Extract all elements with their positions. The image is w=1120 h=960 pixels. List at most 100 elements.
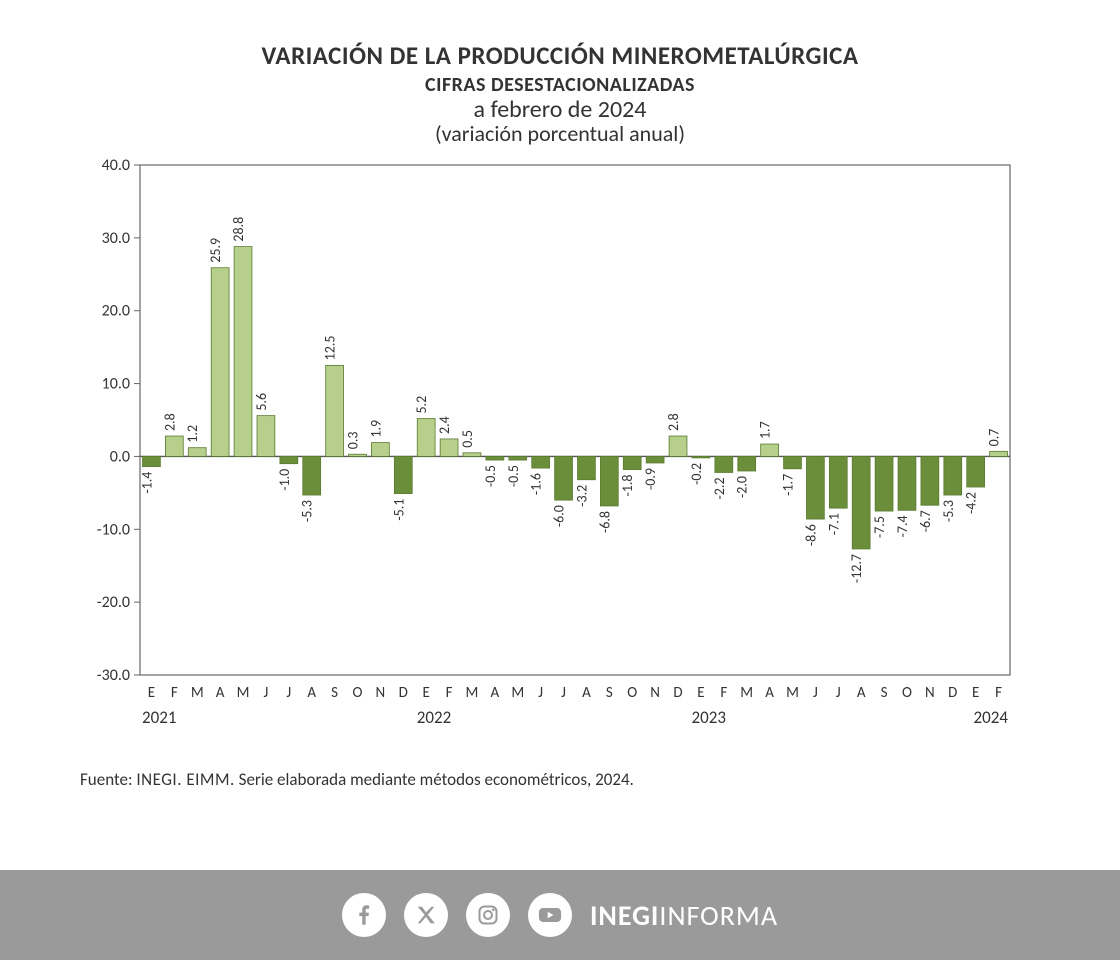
svg-text:A: A <box>765 684 774 702</box>
footer-bar: INEGIINFORMA <box>0 870 1120 960</box>
svg-text:-3.2: -3.2 <box>573 485 590 507</box>
footer-brand-light: INFORMA <box>659 898 778 933</box>
bar-chart: -30.0-20.0-10.00.010.020.030.040.0-1.42.… <box>80 155 1040 765</box>
source-prefix: Fuente: <box>80 769 136 790</box>
svg-text:2023: 2023 <box>691 707 725 728</box>
svg-text:-0.5: -0.5 <box>482 465 499 487</box>
chart-title-2: CIFRAS DESESTACIONALIZADAS <box>0 73 1120 97</box>
youtube-icon[interactable] <box>528 893 572 937</box>
svg-text:-6.7: -6.7 <box>917 510 934 532</box>
svg-text:A: A <box>307 684 316 702</box>
svg-text:-2.2: -2.2 <box>711 477 728 499</box>
svg-text:-1.7: -1.7 <box>780 474 797 496</box>
svg-text:J: J <box>264 684 269 702</box>
x-icon[interactable] <box>404 893 448 937</box>
svg-text:2022: 2022 <box>417 707 451 728</box>
svg-text:-7.4: -7.4 <box>894 515 911 537</box>
footer-brand: INEGIINFORMA <box>590 898 778 933</box>
svg-text:-1.6: -1.6 <box>528 473 545 495</box>
svg-text:-1.0: -1.0 <box>276 469 293 491</box>
svg-text:-7.1: -7.1 <box>825 513 842 535</box>
svg-text:M: M <box>511 684 524 702</box>
svg-text:E: E <box>148 684 155 702</box>
svg-text:30.0: 30.0 <box>102 229 130 248</box>
facebook-icon[interactable] <box>342 893 386 937</box>
svg-text:-6.0: -6.0 <box>551 505 568 527</box>
svg-text:5.6: 5.6 <box>253 393 270 411</box>
svg-text:D: D <box>673 684 682 702</box>
svg-text:S: S <box>606 684 613 702</box>
svg-text:-4.2: -4.2 <box>963 492 980 514</box>
svg-text:20.0: 20.0 <box>102 302 130 321</box>
svg-text:N: N <box>650 684 660 702</box>
svg-text:F: F <box>171 684 178 702</box>
svg-text:-5.3: -5.3 <box>299 500 316 522</box>
svg-text:F: F <box>720 684 727 702</box>
svg-text:M: M <box>191 684 204 702</box>
svg-text:S: S <box>331 684 338 702</box>
svg-text:A: A <box>857 684 866 702</box>
svg-text:-30.0: -30.0 <box>97 666 130 685</box>
svg-text:0.0: 0.0 <box>110 447 130 466</box>
svg-text:-2.0: -2.0 <box>734 476 751 498</box>
chart-title-4: (variación porcentual anual) <box>0 120 1120 147</box>
svg-text:2021: 2021 <box>142 707 176 728</box>
svg-text:M: M <box>466 684 479 702</box>
svg-text:S: S <box>881 684 888 702</box>
svg-text:1.9: 1.9 <box>367 420 384 438</box>
svg-text:-1.4: -1.4 <box>138 472 155 494</box>
svg-text:J: J <box>836 684 841 702</box>
svg-text:F: F <box>995 684 1002 702</box>
source-rest: Serie elaborada mediante métodos economé… <box>239 769 634 790</box>
svg-text:-5.3: -5.3 <box>940 500 957 522</box>
svg-text:-5.1: -5.1 <box>390 499 407 521</box>
svg-text:D: D <box>399 684 408 702</box>
svg-text:J: J <box>813 684 818 702</box>
svg-text:M: M <box>237 684 250 702</box>
footer-brand-bold: INEGI <box>590 898 659 933</box>
svg-text:N: N <box>925 684 935 702</box>
svg-text:-1.8: -1.8 <box>619 475 636 497</box>
svg-text:J: J <box>286 684 291 702</box>
svg-text:-12.7: -12.7 <box>848 554 865 583</box>
svg-text:E: E <box>697 684 704 702</box>
svg-text:1.7: 1.7 <box>757 421 774 439</box>
svg-text:M: M <box>786 684 799 702</box>
svg-text:0.7: 0.7 <box>986 429 1003 447</box>
svg-text:J: J <box>538 684 543 702</box>
svg-text:F: F <box>446 684 453 702</box>
svg-text:0.5: 0.5 <box>459 430 476 448</box>
svg-text:-7.5: -7.5 <box>871 516 888 538</box>
svg-text:2.4: 2.4 <box>436 416 453 434</box>
instagram-icon[interactable] <box>466 893 510 937</box>
svg-text:M: M <box>740 684 753 702</box>
svg-text:2.8: 2.8 <box>161 413 178 431</box>
svg-text:O: O <box>353 684 363 702</box>
svg-text:12.5: 12.5 <box>322 336 339 361</box>
svg-text:-8.6: -8.6 <box>802 524 819 546</box>
svg-text:1.2: 1.2 <box>184 425 201 443</box>
svg-text:O: O <box>902 684 912 702</box>
svg-text:0.3: 0.3 <box>345 432 362 450</box>
svg-text:-0.9: -0.9 <box>642 468 659 490</box>
svg-text:-20.0: -20.0 <box>97 593 130 612</box>
svg-text:A: A <box>491 684 500 702</box>
svg-text:28.8: 28.8 <box>230 217 247 242</box>
svg-text:10.0: 10.0 <box>102 375 130 394</box>
svg-text:-6.8: -6.8 <box>596 511 613 533</box>
chart-title-1: VARIACIÓN DE LA PRODUCCIÓN MINEROMETALÚR… <box>0 40 1120 71</box>
source-note: Fuente: INEGI. EIMM. Serie elaborada med… <box>0 765 1120 790</box>
svg-text:J: J <box>561 684 566 702</box>
svg-text:D: D <box>948 684 957 702</box>
svg-text:2.8: 2.8 <box>665 413 682 431</box>
svg-text:-10.0: -10.0 <box>97 520 130 539</box>
svg-text:2024: 2024 <box>974 707 1009 728</box>
svg-text:-0.5: -0.5 <box>505 465 522 487</box>
svg-text:A: A <box>582 684 591 702</box>
svg-text:A: A <box>216 684 225 702</box>
svg-text:E: E <box>423 684 430 702</box>
source-smallcaps: INEGI. EIMM. <box>136 769 234 790</box>
svg-text:N: N <box>376 684 386 702</box>
svg-text:25.9: 25.9 <box>207 238 224 263</box>
svg-text:5.2: 5.2 <box>413 396 430 414</box>
